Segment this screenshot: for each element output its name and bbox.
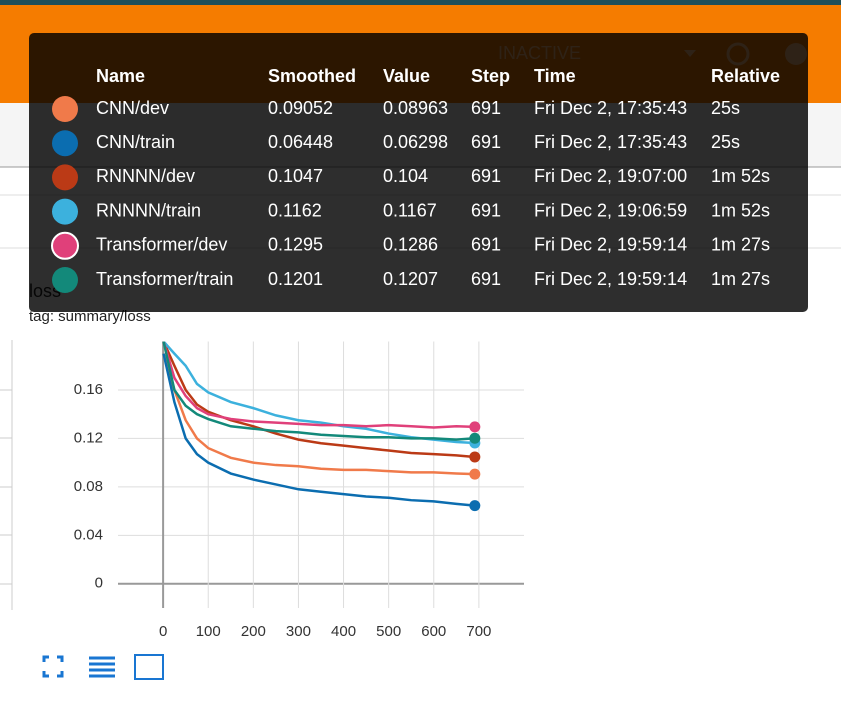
tooltip-cell: 691 — [471, 132, 501, 152]
tooltip-header: Time — [534, 66, 576, 86]
endpoint — [469, 421, 481, 433]
tooltip-bg — [29, 33, 808, 312]
tooltip-cell: 0.1201 — [268, 269, 323, 289]
tooltip-cell: CNN/dev — [96, 98, 169, 118]
series-swatch — [52, 164, 78, 191]
top-strip — [0, 0, 841, 5]
series-line — [162, 341, 475, 429]
x-tick-label: 100 — [196, 623, 221, 640]
x-tick-label: 700 — [466, 623, 491, 640]
toggle-log-button[interactable] — [89, 656, 115, 678]
series-swatch — [52, 130, 78, 157]
tooltip-cell: 0.06298 — [383, 132, 448, 152]
x-tick-label: 500 — [376, 623, 401, 640]
tooltip-cell: 0.1295 — [268, 235, 323, 255]
tooltip-cell: 0.1167 — [383, 200, 437, 220]
tooltip-cell: Fri Dec 2, 19:06:59 — [534, 200, 687, 220]
endpoint — [469, 468, 481, 480]
chart-toolbar — [42, 654, 164, 680]
tooltip-cell: 0.09052 — [268, 98, 333, 118]
tooltip-cell: 0.104 — [383, 166, 428, 186]
tooltip-cell: 691 — [471, 269, 501, 289]
partial-chart — [0, 340, 13, 610]
y-tick-label: 0.12 — [74, 429, 103, 446]
tooltip-cell: Transformer/dev — [96, 235, 227, 255]
endpoint — [469, 500, 481, 512]
x-tick-label: 300 — [286, 623, 311, 640]
y-tick-label: 0 — [95, 575, 103, 592]
tooltip-cell: 0.1047 — [268, 166, 323, 186]
chart: 0 0.04 0.08 0.12 0.16 0 100 200 300 400 500 600 700 — [74, 341, 524, 640]
fit-domain-button[interactable] — [134, 654, 164, 680]
tooltip-header: Step — [471, 66, 510, 86]
y-tick-label: 0.16 — [74, 381, 103, 398]
x-tick-label: 400 — [331, 623, 356, 640]
tooltip-cell: 691 — [471, 98, 501, 118]
x-tick-label: 600 — [421, 623, 446, 640]
tooltip-cell: Fri Dec 2, 17:35:43 — [534, 98, 687, 118]
tooltip-cell: Transformer/train — [96, 269, 233, 289]
tooltip-cell: 0.08963 — [383, 98, 448, 118]
tooltip-cell: Fri Dec 2, 17:35:43 — [534, 132, 687, 152]
endpoint — [469, 432, 481, 444]
series-swatch — [52, 198, 78, 225]
tooltip-cell: 691 — [471, 200, 501, 220]
series-line — [162, 341, 475, 441]
y-tick-label: 0.04 — [74, 526, 103, 543]
tooltip-cell: 1m 27s — [711, 269, 770, 289]
tooltip-header: Smoothed — [268, 66, 356, 86]
tooltip-cell: 691 — [471, 166, 501, 186]
fullscreen-button[interactable] — [42, 655, 64, 678]
series-swatch — [52, 267, 78, 293]
y-tick-label: 0.08 — [74, 478, 103, 495]
series-line — [162, 353, 475, 507]
x-tick-label: 200 — [241, 623, 266, 640]
tooltip-header: Value — [383, 66, 430, 86]
tooltip-cell: Fri Dec 2, 19:59:14 — [534, 269, 687, 289]
tooltip-cell: RNNNN/train — [96, 200, 201, 220]
series-line — [162, 353, 475, 476]
tooltip-cell: 1m 52s — [711, 166, 770, 186]
tooltip-cell: 0.1207 — [383, 269, 438, 289]
tooltip: Name Smoothed Value Step Time Relative CNN/dev… — [29, 33, 808, 312]
chart-subtitle: tag: summary/loss — [29, 308, 151, 325]
x-tick-label: 0 — [159, 623, 167, 640]
tooltip-cell: 0.06448 — [268, 132, 333, 152]
series-line — [162, 341, 475, 459]
tooltip-cell: RNNNN/dev — [96, 166, 195, 186]
tooltip-cell: 0.1162 — [268, 200, 322, 220]
tooltip-header: Name — [96, 66, 145, 86]
tooltip-cell: 1m 27s — [711, 235, 770, 255]
tooltip-cell: 25s — [711, 132, 740, 152]
endpoint — [469, 451, 481, 463]
tooltip-cell: Fri Dec 2, 19:59:14 — [534, 235, 687, 255]
tooltip-cell: 0.1286 — [383, 235, 438, 255]
tooltip-cell: Fri Dec 2, 19:07:00 — [534, 166, 687, 186]
tooltip-cell: 691 — [471, 235, 501, 255]
tooltip-cell: 25s — [711, 98, 740, 118]
series-swatch — [52, 96, 78, 122]
tooltip-cell: 1m 52s — [711, 200, 770, 220]
series-swatch — [51, 231, 79, 260]
tooltip-header: Relative — [711, 66, 780, 86]
tooltip-cell: CNN/train — [96, 132, 175, 152]
